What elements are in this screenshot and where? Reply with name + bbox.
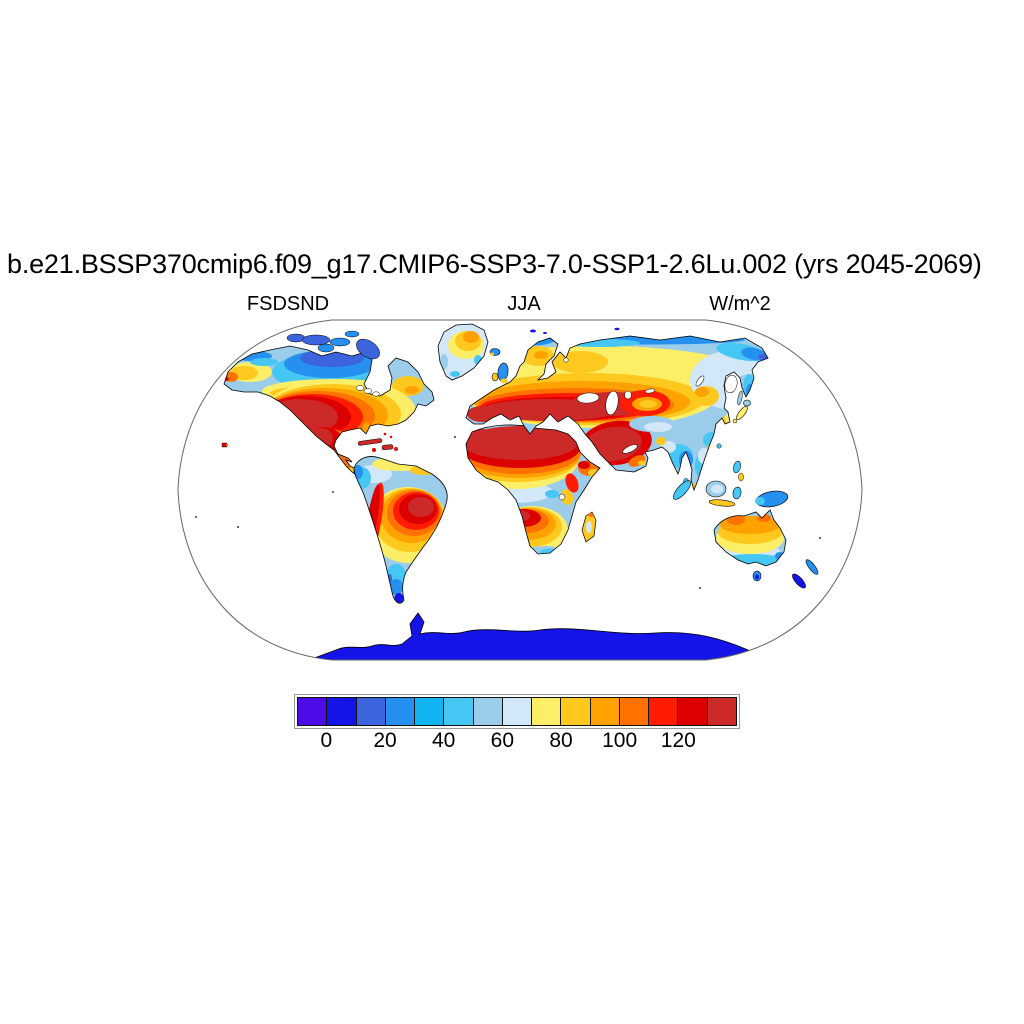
colorbar-cells bbox=[297, 697, 737, 726]
madagascar bbox=[581, 511, 597, 543]
colorbar-tick-label: 60 bbox=[490, 729, 515, 752]
units-label: W/m^2 bbox=[709, 293, 771, 315]
plot-title: b.e21.BSSP370cmip6.f09_g17.CMIP6-SSP3-7.… bbox=[7, 249, 982, 279]
islands bbox=[195, 327, 821, 589]
continent-africa bbox=[465, 424, 601, 555]
colorbar-cell bbox=[327, 698, 357, 725]
colorbar-cell bbox=[561, 698, 591, 725]
colorbar-tick-label: 0 bbox=[320, 729, 333, 752]
colorbar-cell bbox=[649, 698, 679, 725]
colorbar-cell bbox=[473, 698, 503, 725]
continent-south-america bbox=[353, 455, 448, 604]
continent-eurasia bbox=[465, 335, 769, 491]
caribbean-islands bbox=[357, 432, 399, 452]
colorbar-cell bbox=[678, 698, 708, 725]
colorbar-ticks: 0 20 40 60 80 100 120 bbox=[297, 729, 737, 755]
variable-label: FSDSND bbox=[246, 293, 330, 315]
greenland bbox=[437, 323, 489, 381]
colorbar-tick-label: 20 bbox=[373, 729, 397, 752]
colorbar-tick-label: 120 bbox=[660, 729, 696, 752]
colorbar-cell bbox=[590, 698, 620, 725]
season-label: JJA bbox=[507, 293, 541, 315]
colorbar-cell bbox=[444, 698, 474, 725]
continent-antarctica bbox=[297, 612, 761, 660]
colorbar-tick-label: 40 bbox=[431, 729, 456, 752]
colorbar-cell bbox=[356, 698, 386, 725]
colorbar-cell bbox=[619, 698, 650, 725]
colorbar bbox=[294, 694, 740, 729]
inland-seas bbox=[563, 357, 738, 454]
colorbar-cell bbox=[707, 698, 736, 725]
arctic-islands bbox=[286, 330, 380, 360]
colorbar-cell bbox=[415, 698, 445, 725]
colorbar-cell bbox=[502, 698, 533, 725]
colorbar-tick-label: 80 bbox=[549, 729, 573, 752]
colorbar-cell bbox=[385, 698, 416, 725]
continent-australia bbox=[713, 509, 787, 567]
colorbar-cell bbox=[532, 698, 562, 725]
colorbar-tick-label: 100 bbox=[602, 729, 638, 752]
colorbar-cell bbox=[298, 698, 328, 725]
